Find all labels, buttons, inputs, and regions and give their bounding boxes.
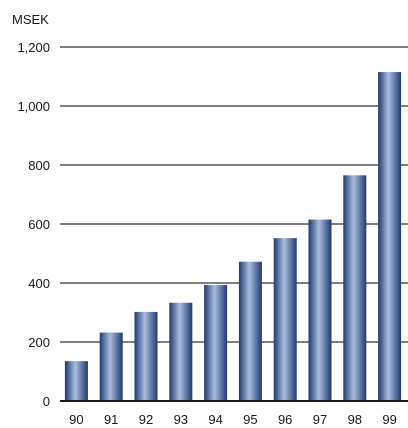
- x-tick-label: 92: [139, 412, 153, 427]
- bar-90: [64, 361, 88, 401]
- y-tick-label: 0: [43, 394, 50, 409]
- x-axis-ticks: 90 91 92 93 94 95 96 97 98 99: [69, 412, 397, 427]
- bar-91: [99, 332, 123, 401]
- bar-93: [169, 302, 193, 401]
- y-tick-label: 200: [28, 335, 50, 350]
- x-tick-label: 93: [174, 412, 188, 427]
- bar-96: [273, 238, 297, 401]
- y-axis-unit-label: MSEK: [12, 12, 49, 27]
- bar-92: [134, 311, 158, 401]
- y-tick-label: 600: [28, 217, 50, 232]
- bars: [64, 72, 402, 401]
- x-tick-label: 99: [382, 412, 396, 427]
- bar-94: [204, 285, 228, 401]
- x-tick-label: 96: [278, 412, 292, 427]
- y-tick-label: 1,000: [17, 99, 50, 114]
- x-tick-label: 91: [104, 412, 118, 427]
- y-tick-label: 400: [28, 276, 50, 291]
- bar-98: [343, 175, 367, 401]
- bar-95: [238, 261, 262, 401]
- y-axis-ticks: 0 200 400 600 800 1,000 1,200: [17, 40, 50, 409]
- bar-97: [308, 219, 332, 401]
- x-tick-label: 97: [313, 412, 327, 427]
- y-tick-label: 1,200: [17, 40, 50, 55]
- x-tick-label: 95: [243, 412, 257, 427]
- x-tick-label: 94: [208, 412, 222, 427]
- bar-99: [378, 72, 402, 401]
- x-tick-label: 98: [348, 412, 362, 427]
- y-tick-label: 800: [28, 158, 50, 173]
- x-tick-label: 90: [69, 412, 83, 427]
